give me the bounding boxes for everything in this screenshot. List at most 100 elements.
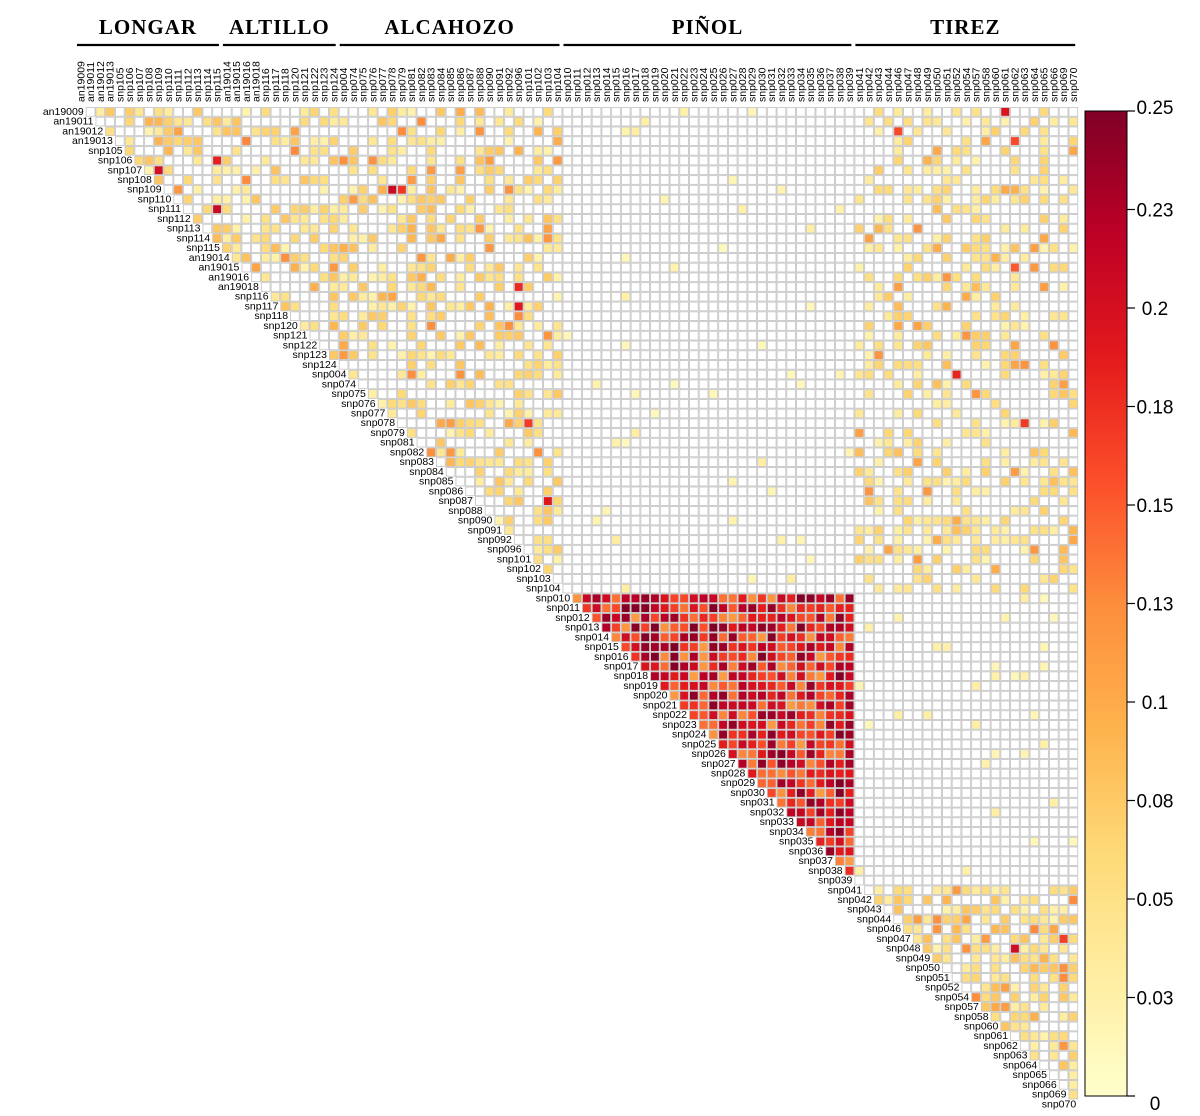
ld-cell xyxy=(552,447,563,458)
ld-cell xyxy=(971,613,981,623)
ld-cell xyxy=(951,145,962,156)
ld-cell xyxy=(990,690,1001,701)
ld-cell xyxy=(737,350,748,360)
ld-cell xyxy=(1029,613,1040,623)
ld-cell xyxy=(513,214,524,224)
ld-cell xyxy=(124,145,135,156)
ld-cell xyxy=(757,486,767,497)
ld-cell xyxy=(737,583,748,594)
ld-cell xyxy=(221,126,232,137)
ld-cell xyxy=(251,262,261,273)
ld-cell xyxy=(805,525,816,536)
ld-cell xyxy=(620,330,631,341)
ld-cell xyxy=(737,710,748,720)
ld-cell xyxy=(883,107,894,117)
ld-cell xyxy=(474,360,485,370)
ld-cell xyxy=(747,603,758,613)
ld-cell xyxy=(1068,447,1079,458)
ld-cell xyxy=(757,651,767,662)
ld-cell xyxy=(727,535,738,545)
ld-cell xyxy=(942,817,952,827)
ld-cell xyxy=(523,437,534,448)
ld-cell xyxy=(484,428,495,438)
ld-cell xyxy=(961,807,972,818)
ld-cell xyxy=(620,175,631,185)
ld-cell xyxy=(844,340,855,351)
ld-cell xyxy=(1029,321,1040,331)
ld-cell xyxy=(971,389,981,399)
ld-cell xyxy=(805,340,816,351)
ld-cell xyxy=(1039,233,1049,244)
ld-cell xyxy=(737,282,748,292)
ld-cell xyxy=(834,418,845,429)
ld-cell xyxy=(747,350,758,360)
ld-cell xyxy=(504,447,514,458)
ld-cell xyxy=(348,282,359,292)
ld-cell xyxy=(883,583,894,594)
ld-cell xyxy=(1029,194,1040,205)
ld-cell xyxy=(474,467,485,477)
ld-cell xyxy=(513,262,524,273)
ld-cell xyxy=(912,788,923,798)
ld-cell xyxy=(367,145,378,156)
ld-cell xyxy=(796,321,806,331)
ld-cell xyxy=(951,681,962,691)
ld-cell xyxy=(796,593,806,604)
ld-cell xyxy=(805,330,816,341)
ld-cell xyxy=(951,574,962,584)
ld-cell xyxy=(1010,184,1020,195)
ld-cell xyxy=(844,457,855,467)
ld-cell xyxy=(922,613,933,623)
ld-cell xyxy=(942,116,952,127)
ld-cell xyxy=(834,797,845,808)
ld-cell xyxy=(630,360,641,370)
ld-cell xyxy=(786,272,796,283)
ld-cell xyxy=(1029,690,1040,701)
ld-cell xyxy=(689,437,699,448)
ld-cell xyxy=(270,107,281,117)
ld-cell xyxy=(212,175,222,185)
ld-cell xyxy=(484,291,495,302)
ld-cell xyxy=(1010,564,1020,574)
ld-cell xyxy=(844,710,855,720)
ld-cell xyxy=(864,398,874,409)
ld-cell xyxy=(1068,379,1079,390)
ld-cell xyxy=(582,214,592,224)
ld-cell xyxy=(338,340,349,351)
ld-cell xyxy=(290,252,300,263)
ld-cell xyxy=(883,321,894,331)
ld-cell xyxy=(484,369,495,380)
ld-cell xyxy=(659,574,670,584)
ld-cell xyxy=(212,126,222,137)
ld-cell xyxy=(474,272,485,283)
ld-cell xyxy=(825,116,835,127)
ld-cell xyxy=(329,126,339,137)
ld-cell xyxy=(844,778,855,789)
ld-cell xyxy=(961,350,972,360)
ld-cell xyxy=(241,184,252,195)
ld-cell xyxy=(912,360,923,370)
ld-cell xyxy=(990,710,1001,720)
ld-cell xyxy=(932,846,942,857)
ld-cell xyxy=(397,243,407,253)
ld-cell xyxy=(796,389,806,399)
ld-cell xyxy=(543,145,553,156)
ld-cell xyxy=(367,107,378,117)
ld-cell xyxy=(864,418,874,429)
ld-cell xyxy=(1039,525,1049,536)
ld-cell xyxy=(825,681,835,691)
ld-cell xyxy=(903,758,913,769)
ld-cell xyxy=(426,428,436,438)
ld-cell xyxy=(436,398,446,409)
ld-cell xyxy=(1019,574,1030,584)
ld-cell xyxy=(971,875,981,886)
ld-cell xyxy=(426,379,436,390)
ld-cell xyxy=(348,194,359,205)
ld-cell xyxy=(825,768,835,779)
ld-cell xyxy=(873,457,884,467)
ld-cell xyxy=(698,223,709,234)
ld-cell xyxy=(669,554,680,565)
ld-cell xyxy=(805,194,816,205)
ld-cell xyxy=(1029,107,1040,117)
ld-cell xyxy=(990,360,1001,370)
